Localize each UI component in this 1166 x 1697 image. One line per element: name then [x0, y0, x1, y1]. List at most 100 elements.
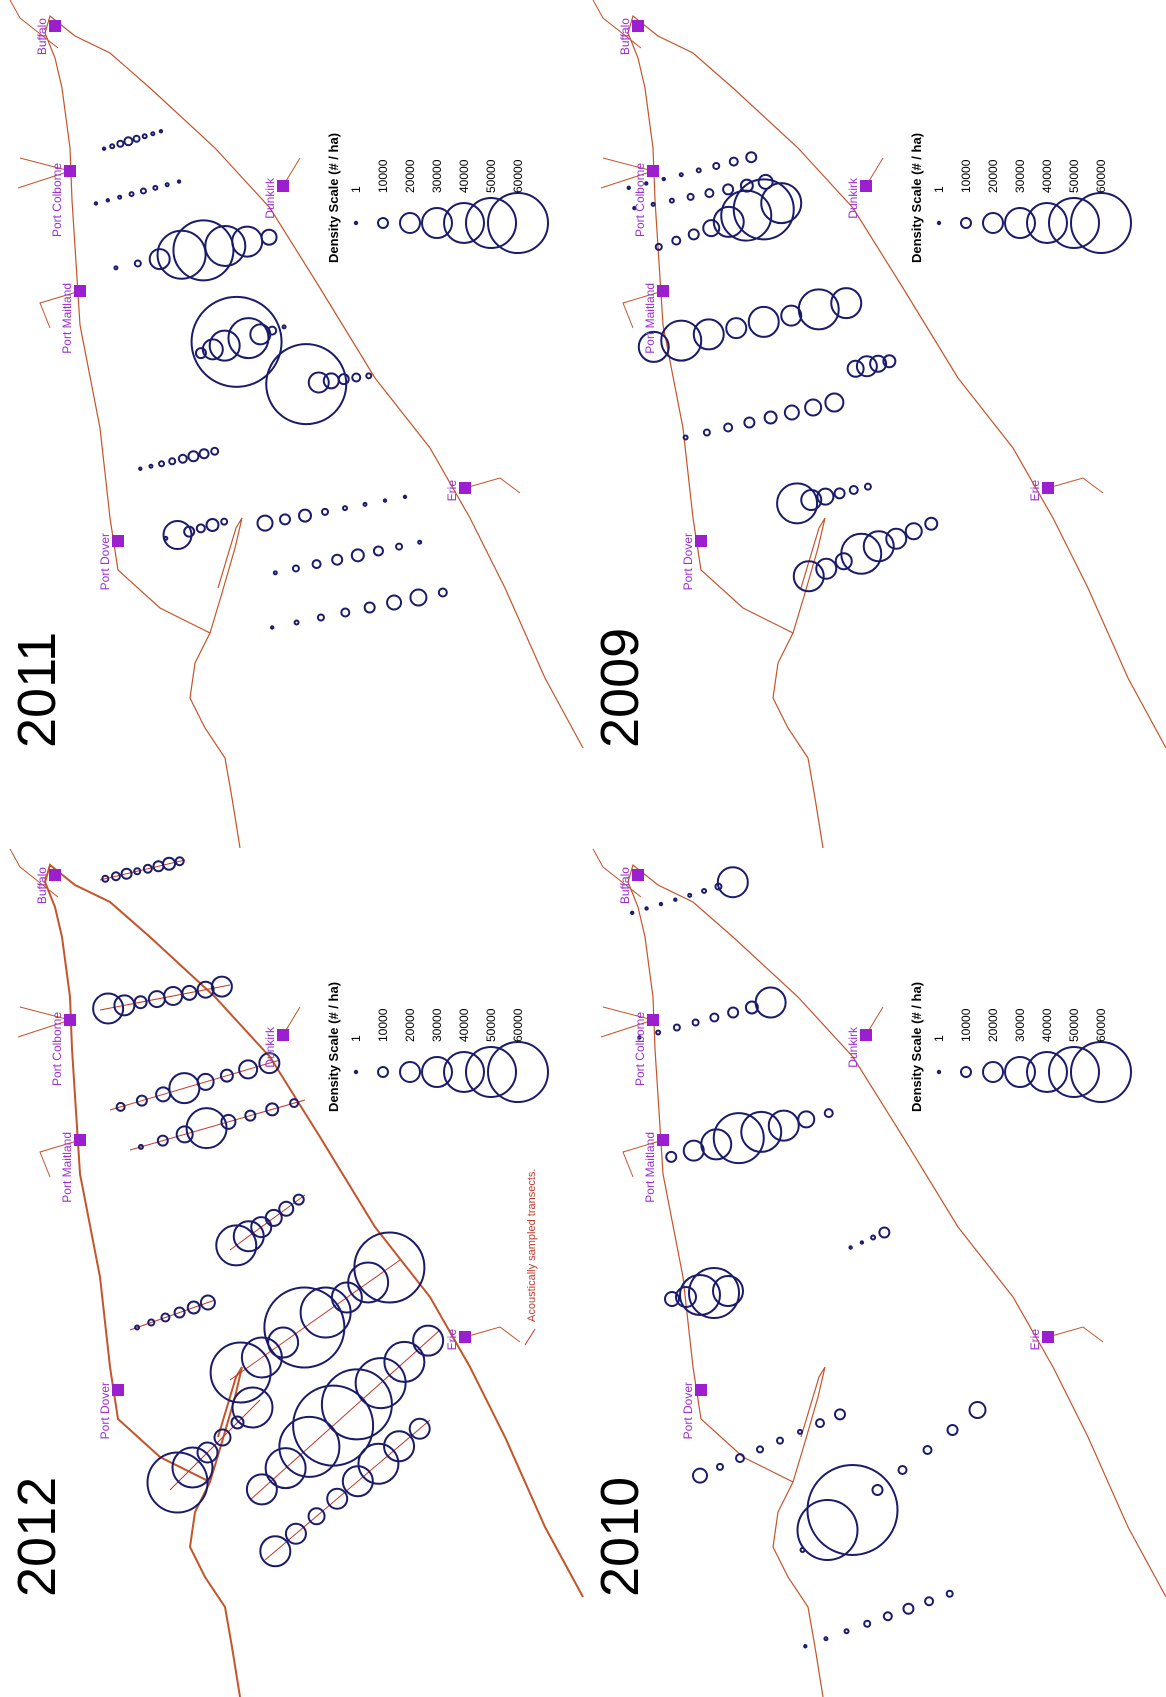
density-bubble — [763, 410, 778, 425]
density-bubble — [796, 1499, 859, 1561]
density-bubble — [660, 319, 703, 362]
density-bubble — [321, 507, 329, 516]
density-bubble — [331, 553, 344, 566]
city-label: Buffalo — [35, 867, 49, 904]
city-marker — [860, 180, 872, 192]
city-label: Port Maitland — [60, 283, 74, 354]
density-bubble — [264, 1208, 283, 1227]
density-bubble — [885, 527, 908, 550]
density-bubble — [682, 1139, 705, 1162]
legend-value: 60000 — [511, 1008, 525, 1042]
city-marker — [459, 482, 471, 494]
density-bubble — [637, 330, 670, 363]
city-label: Dunkirk — [263, 1026, 277, 1068]
density-bubble — [644, 181, 649, 186]
legend-title: Density Scale (# / ha) — [326, 133, 341, 263]
legend-bubble — [353, 1069, 359, 1075]
density-bubble — [279, 513, 291, 526]
density-bubble — [691, 1018, 700, 1027]
density-bubble — [704, 188, 715, 199]
legend-value: 1 — [349, 186, 363, 193]
river — [9, 848, 521, 1343]
density-bubble — [269, 625, 275, 630]
city-label: Buffalo — [618, 867, 632, 904]
legend-value: 40000 — [1040, 159, 1054, 193]
transect — [249, 1329, 441, 1501]
density-bubble — [190, 295, 283, 388]
legend-value: 40000 — [457, 159, 471, 193]
river — [592, 0, 1104, 494]
legend-bubble — [377, 1066, 389, 1078]
density-bubble — [113, 265, 119, 271]
density-bubble — [230, 1415, 245, 1430]
transect — [264, 1419, 431, 1561]
density-bubble — [720, 189, 773, 242]
density-bubble — [383, 1430, 416, 1463]
density-bubble — [195, 523, 206, 534]
density-bubble — [815, 1418, 825, 1429]
density-bubble — [105, 198, 111, 203]
density-bubble — [803, 1644, 808, 1649]
density-bubble — [213, 1428, 232, 1447]
city-marker — [695, 535, 707, 547]
city-marker — [74, 285, 86, 297]
density-bubble — [172, 219, 235, 282]
density-bubble — [148, 463, 154, 469]
density-bubble — [293, 619, 300, 626]
density-bubble — [354, 1357, 407, 1410]
density-bubble — [776, 1436, 784, 1445]
density-bubble — [869, 354, 888, 373]
density-bubble — [382, 498, 388, 503]
density-bubble — [863, 482, 872, 491]
density-bubble — [386, 594, 403, 611]
legend-bubble — [1004, 1056, 1036, 1088]
legend-bubble — [399, 212, 421, 234]
density-bubble — [265, 1102, 280, 1117]
density-bubble — [142, 863, 153, 874]
density-bubble — [797, 1428, 803, 1435]
transect — [129, 1099, 306, 1151]
legend-bubble — [465, 197, 517, 249]
legend-bubble — [1048, 197, 1100, 249]
legend-bubble — [353, 220, 359, 226]
legend-title: Density Scale (# / ha) — [909, 982, 924, 1112]
density-bubble — [307, 1507, 326, 1526]
density-bubble — [806, 1464, 899, 1556]
density-bubble — [120, 867, 133, 880]
transect — [99, 859, 186, 881]
legend-bubble — [443, 1051, 485, 1093]
density-bubble — [673, 897, 678, 902]
density-bubble — [250, 1216, 273, 1239]
density-bubble — [160, 1312, 171, 1323]
density-bubble — [278, 1200, 295, 1217]
density-bubble — [342, 505, 348, 512]
legend-value: 10000 — [959, 159, 973, 193]
legend-bubble — [1004, 207, 1036, 239]
density-bubble — [362, 501, 368, 507]
density-bubble — [128, 191, 135, 198]
legend-value: 30000 — [1013, 1008, 1027, 1042]
density-bubble — [311, 559, 322, 570]
legend-value: 50000 — [1067, 159, 1081, 193]
density-bubble — [117, 194, 123, 200]
density-bubble — [725, 317, 748, 340]
density-bubble — [824, 392, 845, 413]
density-bubble — [687, 228, 700, 241]
density-bubble — [158, 129, 164, 134]
legend-bubble — [487, 192, 549, 254]
density-bubble — [709, 1012, 720, 1023]
legend-value: 50000 — [484, 1008, 498, 1042]
density-bubble — [834, 1408, 846, 1421]
city-label: Port Dover — [98, 533, 112, 590]
density-bubble — [220, 1113, 237, 1130]
density-bubble — [158, 460, 166, 468]
density-bubble — [177, 453, 188, 464]
density-bubble — [173, 1306, 186, 1319]
density-bubble — [289, 1098, 300, 1109]
legend-bubble — [1026, 1051, 1068, 1093]
density-bubble — [132, 134, 141, 143]
density-bubble — [176, 179, 182, 184]
density-bubble — [654, 242, 663, 251]
legend-bubble — [399, 1061, 421, 1083]
density-bubble — [171, 1446, 214, 1489]
